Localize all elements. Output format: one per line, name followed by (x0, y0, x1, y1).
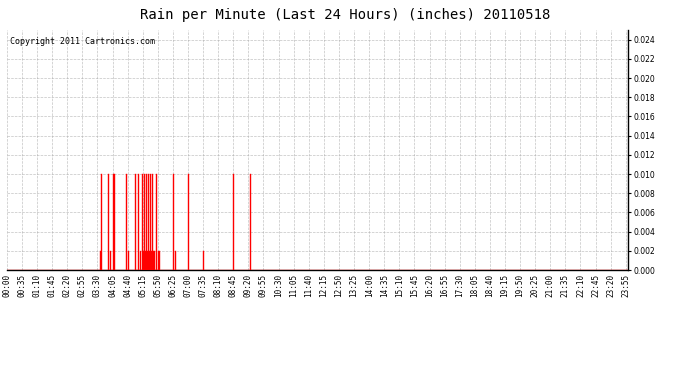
Text: Rain per Minute (Last 24 Hours) (inches) 20110518: Rain per Minute (Last 24 Hours) (inches)… (140, 8, 550, 21)
Text: Copyright 2011 Cartronics.com: Copyright 2011 Cartronics.com (10, 37, 155, 46)
